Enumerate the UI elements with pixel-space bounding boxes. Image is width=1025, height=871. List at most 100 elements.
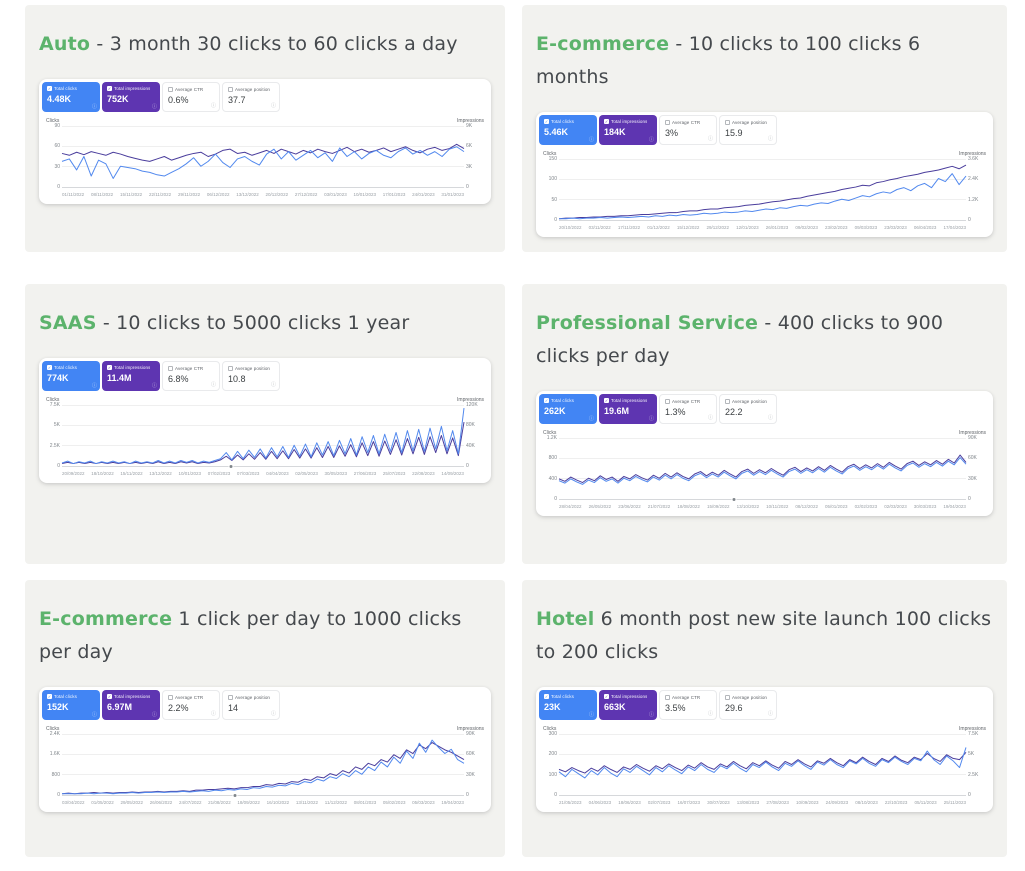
metric-toggle-average-ctr[interactable]: Average CTR 3.5% ⓘ xyxy=(659,690,717,720)
annotation-marker-icon[interactable] xyxy=(731,497,737,502)
metric-label: Average position xyxy=(732,120,768,125)
y-axis-label-impressions: Impressions xyxy=(457,726,484,732)
metric-label: Total impressions xyxy=(611,694,648,699)
y-axis-tick: 30 xyxy=(54,163,60,170)
checkbox-icon: ✓ xyxy=(544,119,549,124)
x-axis-date: 21/05/2023 xyxy=(559,800,582,805)
y-axis-tick: 200 xyxy=(548,751,557,758)
metric-label-row: Average CTR xyxy=(665,120,716,125)
card-title: SAAS - 10 clicks to 5000 clicks 1 year xyxy=(39,307,491,340)
y-axis-tick: 90K xyxy=(466,731,475,737)
metric-label: Average position xyxy=(732,695,768,700)
x-axis-date: 29/11/2022 xyxy=(177,192,201,197)
metric-toggle-average-position[interactable]: Average position 29.6 ⓘ xyxy=(719,690,777,720)
info-icon: ⓘ xyxy=(588,137,594,143)
y-axis-tick: 0 xyxy=(57,184,60,190)
card-title-description: - 10 clicks to 5000 clicks 1 year xyxy=(96,312,410,334)
x-axis-date: 09/02/2023 xyxy=(795,225,818,230)
metric-toggle-total-impressions[interactable]: ✓ Total impressions 184K ⓘ xyxy=(599,115,657,145)
metric-value: 14 xyxy=(228,703,239,713)
y-axis-tick: 1.2K xyxy=(968,196,979,203)
x-axis-date: 01/11/2022 xyxy=(62,192,85,197)
card-title-description: - 10 clicks to 100 clicks 6 months xyxy=(536,33,921,88)
info-icon: ⓘ xyxy=(151,712,157,718)
y-axis-tick: 150 xyxy=(548,156,557,162)
metric-value: 262K xyxy=(544,406,566,416)
x-axis-date: 27/12/2022 xyxy=(294,192,318,197)
performance-chart: Clicks Impressions 7.5K 5K 2.5K 0 120K 80K 40… xyxy=(46,397,484,469)
metrics-row: ✓ Total clicks 4.48K ⓘ ✓ Total impressio… xyxy=(42,82,488,112)
metric-toggle-average-ctr[interactable]: Average CTR 2.2% ⓘ xyxy=(162,690,220,720)
info-icon: ⓘ xyxy=(270,382,276,388)
metric-toggle-average-ctr[interactable]: Average CTR 6.8% ⓘ xyxy=(162,361,220,391)
metric-label: Average CTR xyxy=(175,366,204,371)
plot-area[interactable]: 150 100 50 0 3.6K 2.4K 1.2K 0 xyxy=(549,156,979,223)
metric-toggle-total-clicks[interactable]: ✓ Total clicks 774K ⓘ xyxy=(42,361,100,391)
metric-toggle-total-impressions[interactable]: ✓ Total impressions 6.97M ⓘ xyxy=(102,690,160,720)
metric-toggle-total-clicks[interactable]: ✓ Total clicks 23K ⓘ xyxy=(539,690,597,720)
metric-label: Total clicks xyxy=(54,694,77,699)
x-axis-date: 15/11/2022 xyxy=(119,192,143,197)
plot-area[interactable]: 90 60 30 0 9K 6K 3K 0 xyxy=(54,123,472,190)
metric-label-row: Average CTR xyxy=(168,695,219,700)
metrics-row: ✓ Total clicks 23K ⓘ ✓ Total impressions… xyxy=(539,690,990,720)
y-axis-label-clicks: Clicks xyxy=(46,118,60,124)
metric-toggle-average-position[interactable]: Average position 14 ⓘ xyxy=(222,690,280,720)
y-axis-tick: 300 xyxy=(548,731,557,737)
metric-toggle-average-position[interactable]: Average position 10.8 ⓘ xyxy=(222,361,280,391)
y-axis-tick: 0 xyxy=(968,217,971,223)
annotation-marker-icon[interactable] xyxy=(228,464,234,469)
x-axis-date: 16/07/2023 xyxy=(677,800,701,805)
x-axis-date: 25/11/2023 xyxy=(943,800,966,805)
checkbox-icon xyxy=(665,695,670,700)
line-chart xyxy=(62,405,464,466)
plot-area[interactable]: 2.4K 1.6K 800 0 90K 60K 30K 0 xyxy=(50,731,475,798)
checkbox-icon xyxy=(228,366,233,371)
metric-toggle-average-ctr[interactable]: Average CTR 0.6% ⓘ xyxy=(162,82,220,112)
x-axis-date: 23/02/2023 xyxy=(824,225,848,230)
metric-toggle-average-position[interactable]: Average position 15.9 ⓘ xyxy=(719,115,777,145)
x-axis-date: 08/01/2023 xyxy=(353,800,377,805)
x-axis-date: 29/05/2022 xyxy=(120,800,143,805)
metric-toggle-total-clicks[interactable]: ✓ Total clicks 4.48K ⓘ xyxy=(42,82,100,112)
x-axis-date: 24/01/2023 xyxy=(412,192,435,197)
metric-value: 6.8% xyxy=(168,374,189,384)
checkbox-icon xyxy=(725,120,730,125)
info-icon: ⓘ xyxy=(648,712,654,718)
x-axis-date: 20/10/2022 xyxy=(559,225,582,230)
metric-toggle-average-ctr[interactable]: Average CTR 1.3% ⓘ xyxy=(659,394,717,424)
y-axis-tick: 90K xyxy=(968,435,977,441)
case-study-card: Auto - 3 month 30 clicks to 60 clicks a … xyxy=(25,5,505,252)
info-icon: ⓘ xyxy=(210,711,216,717)
case-study-card: E-commerce - 10 clicks to 100 clicks 6 m… xyxy=(522,5,1007,252)
plot-area[interactable]: 300 200 100 0 7.5K 5K 2.5K 0 xyxy=(549,731,979,798)
metric-label-row: Average position xyxy=(725,120,776,125)
metric-toggle-total-clicks[interactable]: ✓ Total clicks 152K ⓘ xyxy=(42,690,100,720)
metric-toggle-average-ctr[interactable]: Average CTR 3% ⓘ xyxy=(659,115,717,145)
plot-area[interactable]: 7.5K 5K 2.5K 0 120K 80K 40K 0 xyxy=(50,402,478,469)
metric-toggle-total-clicks[interactable]: ✓ Total clicks 262K ⓘ xyxy=(539,394,597,424)
metric-toggle-total-impressions[interactable]: ✓ Total impressions 19.6M ⓘ xyxy=(599,394,657,424)
info-icon: ⓘ xyxy=(767,711,773,717)
x-axis-date: 05/02/2023 xyxy=(382,800,406,805)
metric-toggle-total-impressions[interactable]: ✓ Total impressions 663K ⓘ xyxy=(599,690,657,720)
card-title-description: - 400 clicks to 900 clicks per day xyxy=(536,312,944,367)
metrics-row: ✓ Total clicks 774K ⓘ ✓ Total impression… xyxy=(42,361,488,391)
metric-value: 37.7 xyxy=(228,95,246,105)
metric-label-row: Average CTR xyxy=(665,695,716,700)
metric-value: 4.48K xyxy=(47,94,72,104)
y-axis-tick: 100 xyxy=(548,176,557,183)
metric-toggle-total-clicks[interactable]: ✓ Total clicks 5.46K ⓘ xyxy=(539,115,597,145)
metric-toggle-total-impressions[interactable]: ✓ Total impressions 752K ⓘ xyxy=(102,82,160,112)
metric-toggle-average-position[interactable]: Average position 22.2 ⓘ xyxy=(719,394,777,424)
metric-value: 2.2% xyxy=(168,703,189,713)
x-axis-date: 20/09/2022 xyxy=(62,471,85,476)
metric-toggle-average-position[interactable]: Average position 37.7 ⓘ xyxy=(222,82,280,112)
y-axis-tick: 2.5K xyxy=(49,442,60,449)
annotation-marker-icon[interactable] xyxy=(232,793,238,798)
metric-toggle-total-impressions[interactable]: ✓ Total impressions 11.4M ⓘ xyxy=(102,361,160,391)
x-axis-date: 24/09/2023 xyxy=(825,800,849,805)
plot-area[interactable]: 1.2K 800 400 0 90K 60K 30K 0 xyxy=(547,435,977,502)
line-chart xyxy=(559,734,966,795)
metric-label: Average position xyxy=(235,366,271,371)
